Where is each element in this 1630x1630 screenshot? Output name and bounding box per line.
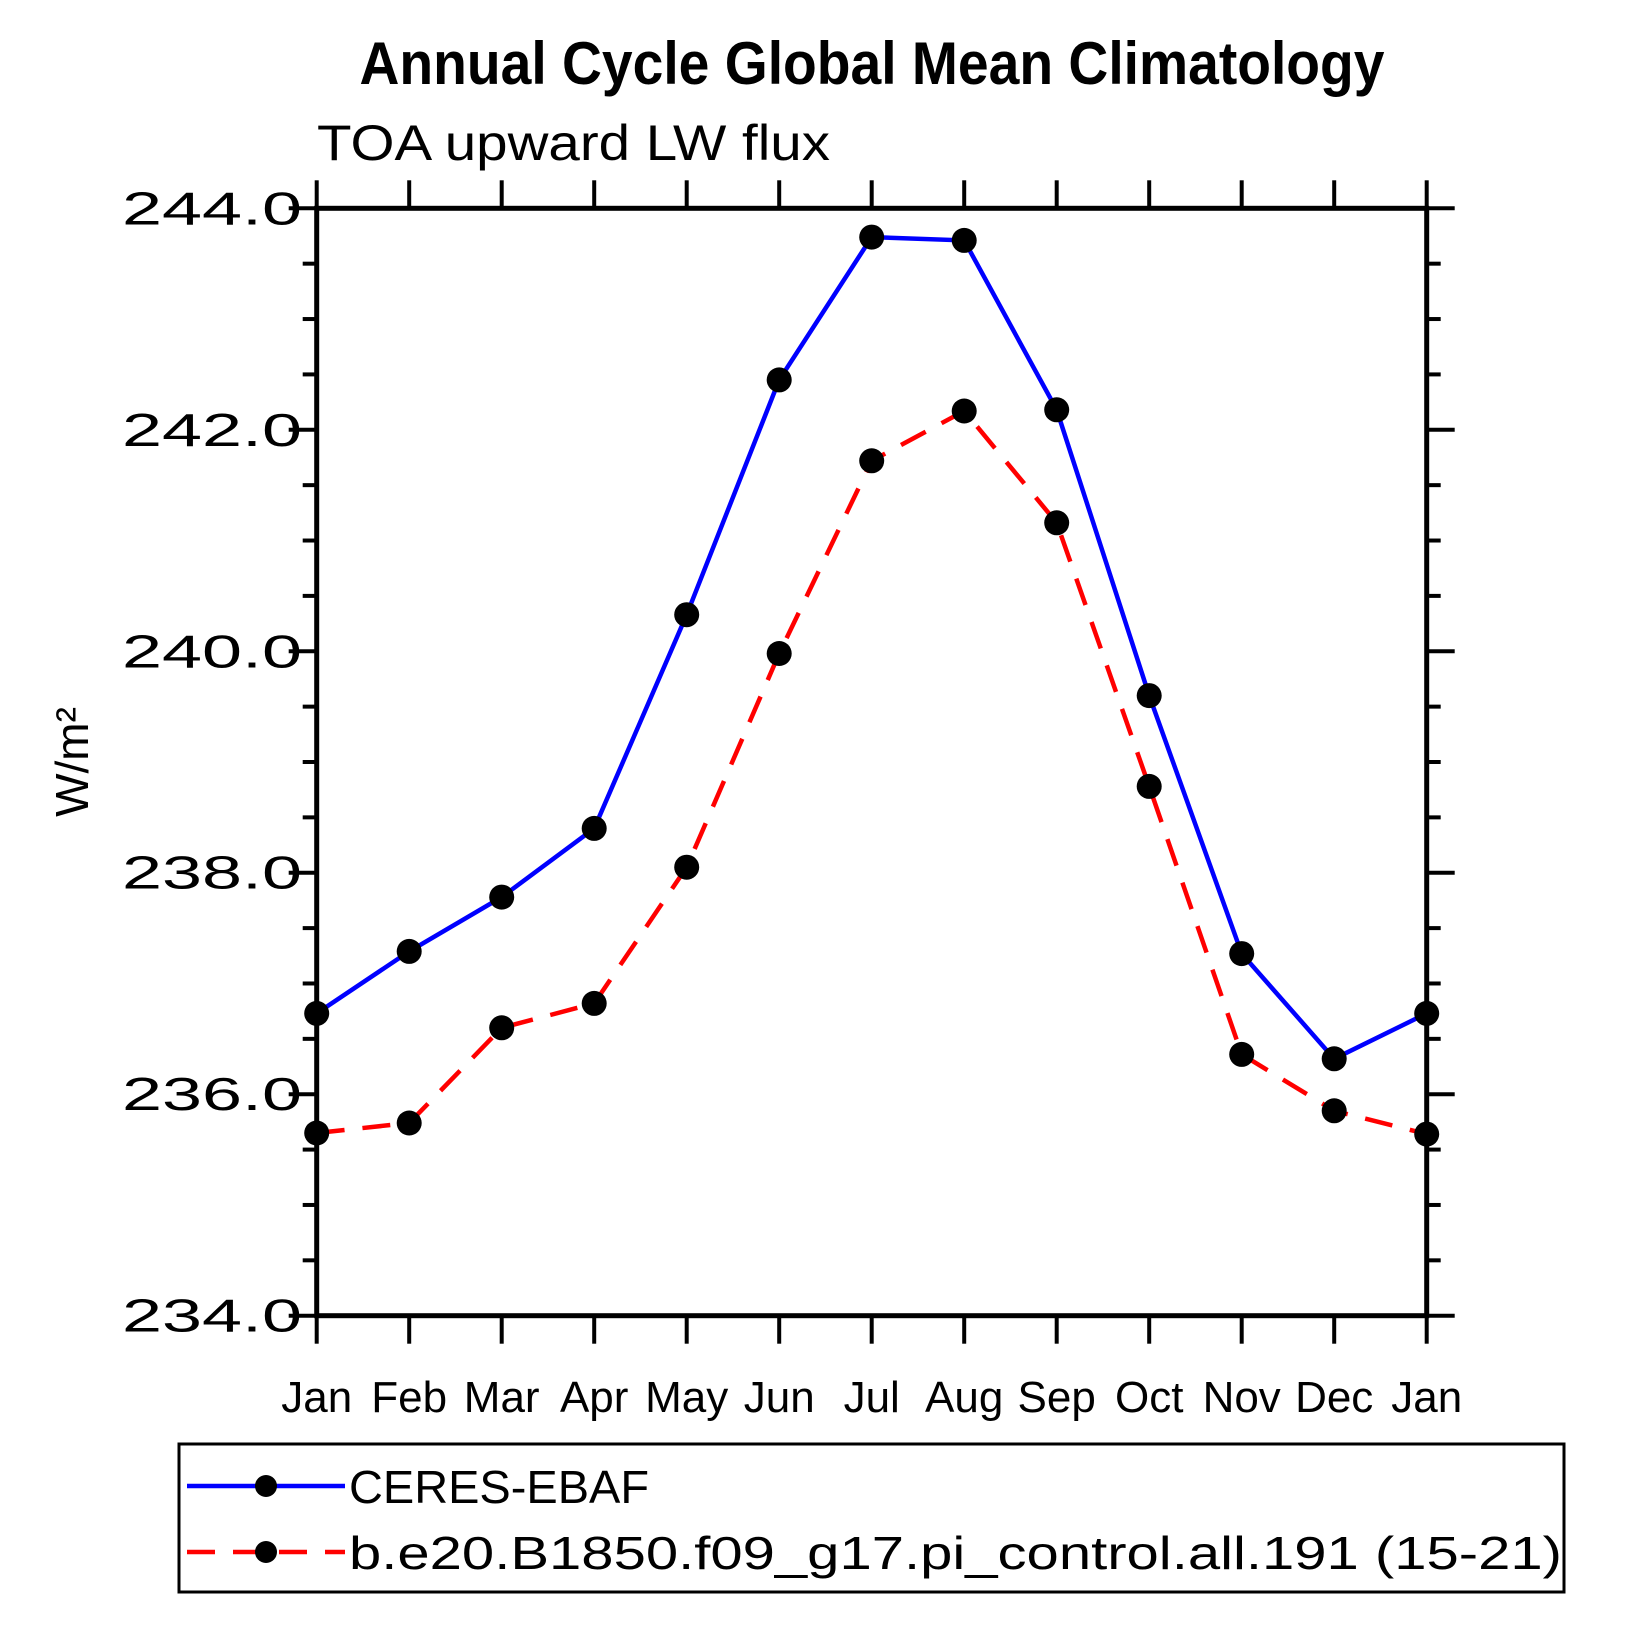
- x-tick-label: Dec: [1295, 1373, 1373, 1422]
- data-point: [1229, 1041, 1255, 1067]
- data-point: [859, 224, 885, 250]
- y-tick-label: 244.0: [122, 182, 302, 234]
- data-point: [396, 938, 422, 964]
- data-point: [1321, 1046, 1347, 1072]
- data-point: [1321, 1098, 1347, 1124]
- legend-marker-model: [255, 1541, 277, 1563]
- x-tick-label: Apr: [560, 1373, 628, 1422]
- chart-title: Annual Cycle Global Mean Climatology: [360, 30, 1386, 97]
- y-tick-label: 236.0: [122, 1068, 302, 1120]
- data-point: [951, 227, 977, 253]
- x-tick-label: Jan: [1391, 1373, 1462, 1422]
- data-series: [304, 224, 1440, 1147]
- data-point: [489, 1015, 515, 1041]
- legend-marker-ceres: [255, 1475, 277, 1497]
- data-point: [489, 884, 515, 910]
- x-tick-label: Oct: [1115, 1373, 1183, 1422]
- data-point: [581, 990, 607, 1016]
- x-tick-label: Mar: [464, 1373, 540, 1422]
- x-tick-label: Jun: [744, 1373, 815, 1422]
- y-tick-label: 234.0: [122, 1290, 302, 1342]
- series-line-1: [316, 408, 1428, 1137]
- y-tick-label: 242.0: [122, 404, 302, 456]
- x-tick-label: Sep: [1018, 1373, 1096, 1422]
- x-tick-label: Aug: [925, 1373, 1003, 1422]
- data-point: [581, 815, 607, 841]
- y-tick-label: 240.0: [122, 625, 302, 677]
- data-point: [766, 367, 792, 393]
- data-point: [1044, 510, 1070, 536]
- data-point: [859, 448, 885, 474]
- y-axis-title: W/m²: [46, 707, 98, 817]
- legend: CERES-EBAF b.e20.B1850.f09_g17.pi_contro…: [177, 1442, 1566, 1594]
- data-point: [674, 602, 700, 628]
- chart-subtitle: TOA upward LW flux: [317, 115, 830, 171]
- data-point: [396, 1110, 422, 1136]
- data-point: [1136, 773, 1162, 799]
- x-tick-label: Feb: [371, 1373, 447, 1422]
- x-tick-label: Jul: [844, 1373, 900, 1422]
- legend-label-ceres: CERES-EBAF: [349, 1461, 649, 1513]
- y-tick-label: 238.0: [122, 847, 302, 899]
- data-point: [304, 1120, 330, 1146]
- axis-ticks: [288, 180, 1455, 1344]
- x-tick-label: Nov: [1203, 1373, 1281, 1422]
- data-point: [1414, 1000, 1440, 1026]
- axis-tick-labels: 234.0 236.0 238.0 240.0 242.0 244.0 Jan Feb Mar A…: [122, 182, 1462, 1422]
- data-point: [951, 398, 977, 424]
- series-line-0: [315, 234, 1428, 1062]
- x-tick-label: May: [645, 1373, 728, 1422]
- data-point: [1414, 1121, 1440, 1147]
- legend-label-model: b.e20.B1850.f09_g17.pi_control.all.191 (…: [349, 1527, 1562, 1579]
- x-tick-label: Jan: [281, 1373, 352, 1422]
- plot-frame: [314, 205, 1430, 1319]
- data-point: [674, 854, 700, 880]
- data-point: [1136, 683, 1162, 709]
- data-point: [304, 1000, 330, 1026]
- data-point: [766, 641, 792, 666]
- data-point: [1229, 941, 1255, 967]
- legend-box: [177, 1442, 1566, 1594]
- data-point: [1044, 397, 1070, 423]
